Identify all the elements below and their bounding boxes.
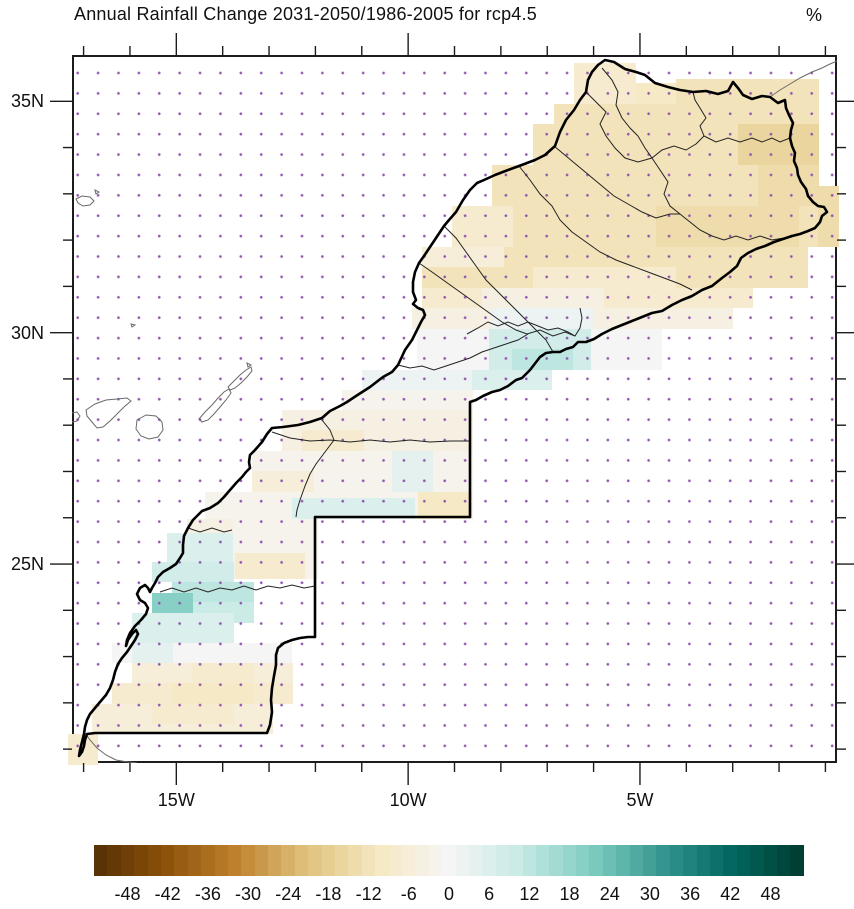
colorbar-segment xyxy=(268,845,282,876)
colorbar-segment xyxy=(388,845,402,876)
lon-tick-label: 5W xyxy=(626,790,654,810)
colorbar-segment xyxy=(522,845,536,876)
colorbar-segment xyxy=(348,845,362,876)
units-label: % xyxy=(806,5,823,25)
colorbar-segment xyxy=(281,845,295,876)
colorbar-label: -6 xyxy=(400,884,417,904)
colorbar-segment xyxy=(683,845,697,876)
colorbar-segment xyxy=(602,845,617,876)
map-plot-area xyxy=(68,55,839,765)
colorbar-segment xyxy=(669,845,684,876)
colorbar-segment xyxy=(134,845,148,876)
colorbar-label: -48 xyxy=(114,884,141,904)
colorbar-label: -12 xyxy=(355,884,382,904)
colorbar-segment xyxy=(428,845,443,876)
colorbar-segment xyxy=(335,845,349,876)
colorbar-segment xyxy=(776,845,791,876)
grid-dots-overlay xyxy=(74,57,835,761)
colorbar-segment xyxy=(160,845,175,876)
colorbar-label: 24 xyxy=(599,884,620,904)
colorbar-segment xyxy=(495,845,510,876)
colorbar-segment xyxy=(709,845,724,876)
colorbar-segment xyxy=(321,845,336,876)
colorbar-segment xyxy=(589,845,603,876)
colorbar-segment xyxy=(308,845,322,876)
colorbar-label: -30 xyxy=(235,884,262,904)
colorbar-segment xyxy=(227,845,242,876)
colorbar-segment xyxy=(254,845,269,876)
colorbar-segment xyxy=(535,845,550,876)
colorbar-label: 0 xyxy=(443,884,454,904)
colorbar-label: 6 xyxy=(484,884,495,904)
colorbar-segment xyxy=(736,845,751,876)
colorbar-segment xyxy=(576,845,590,876)
colorbar-label: 18 xyxy=(559,884,580,904)
colorbar-segment xyxy=(763,845,777,876)
colorbar-segment xyxy=(174,845,188,876)
lat-tick-label: 25N xyxy=(10,554,44,575)
colorbar-segment xyxy=(120,845,135,876)
lon-tick-label: 10W xyxy=(389,790,427,810)
lat-tick-label: 30N xyxy=(10,322,44,343)
colorbar-segment xyxy=(696,845,710,876)
colorbar-segment xyxy=(629,845,644,876)
colorbar-label: -42 xyxy=(154,884,181,904)
colorbar-label: -36 xyxy=(194,884,221,904)
lat-tick-label: 35N xyxy=(10,91,44,112)
plot-title: Annual Rainfall Change 2031-2050/1986-20… xyxy=(74,4,537,24)
colorbar-label: 36 xyxy=(680,884,701,904)
colorbar-segment xyxy=(562,845,577,876)
colorbar-segment xyxy=(201,845,215,876)
colorbar-label: 42 xyxy=(720,884,741,904)
colorbar-segment xyxy=(361,845,376,876)
colorbar-segment xyxy=(616,845,630,876)
colorbar-segment xyxy=(187,845,202,876)
colorbar-segment xyxy=(214,845,228,876)
colorbar-segment xyxy=(468,845,483,876)
colorbar-segment xyxy=(656,845,670,876)
colorbar-label: -24 xyxy=(275,884,302,904)
colorbar-label: 30 xyxy=(639,884,660,904)
colorbar-segment xyxy=(643,845,657,876)
colorbar xyxy=(94,845,804,876)
colorbar-segment xyxy=(415,845,429,876)
lon-tick-label: 15W xyxy=(157,790,195,810)
colorbar-segment xyxy=(107,845,121,876)
colorbar-segment xyxy=(455,845,469,876)
colorbar-segment xyxy=(790,845,804,876)
colorbar-segment xyxy=(723,845,737,876)
colorbar-segment xyxy=(482,845,496,876)
colorbar-segment xyxy=(94,845,108,876)
colorbar-segment xyxy=(294,845,309,876)
colorbar-segment xyxy=(442,845,456,876)
colorbar-segment xyxy=(375,845,389,876)
colorbar-segment xyxy=(147,845,161,876)
colorbar-segment xyxy=(241,845,255,876)
colorbar-segment xyxy=(401,845,416,876)
colorbar-segment xyxy=(549,845,563,876)
colorbar-segment xyxy=(750,845,764,876)
colorbar-label: 48 xyxy=(760,884,781,904)
colorbar-label: 12 xyxy=(519,884,540,904)
colorbar-label: -18 xyxy=(315,884,342,904)
colorbar-segment xyxy=(509,845,523,876)
